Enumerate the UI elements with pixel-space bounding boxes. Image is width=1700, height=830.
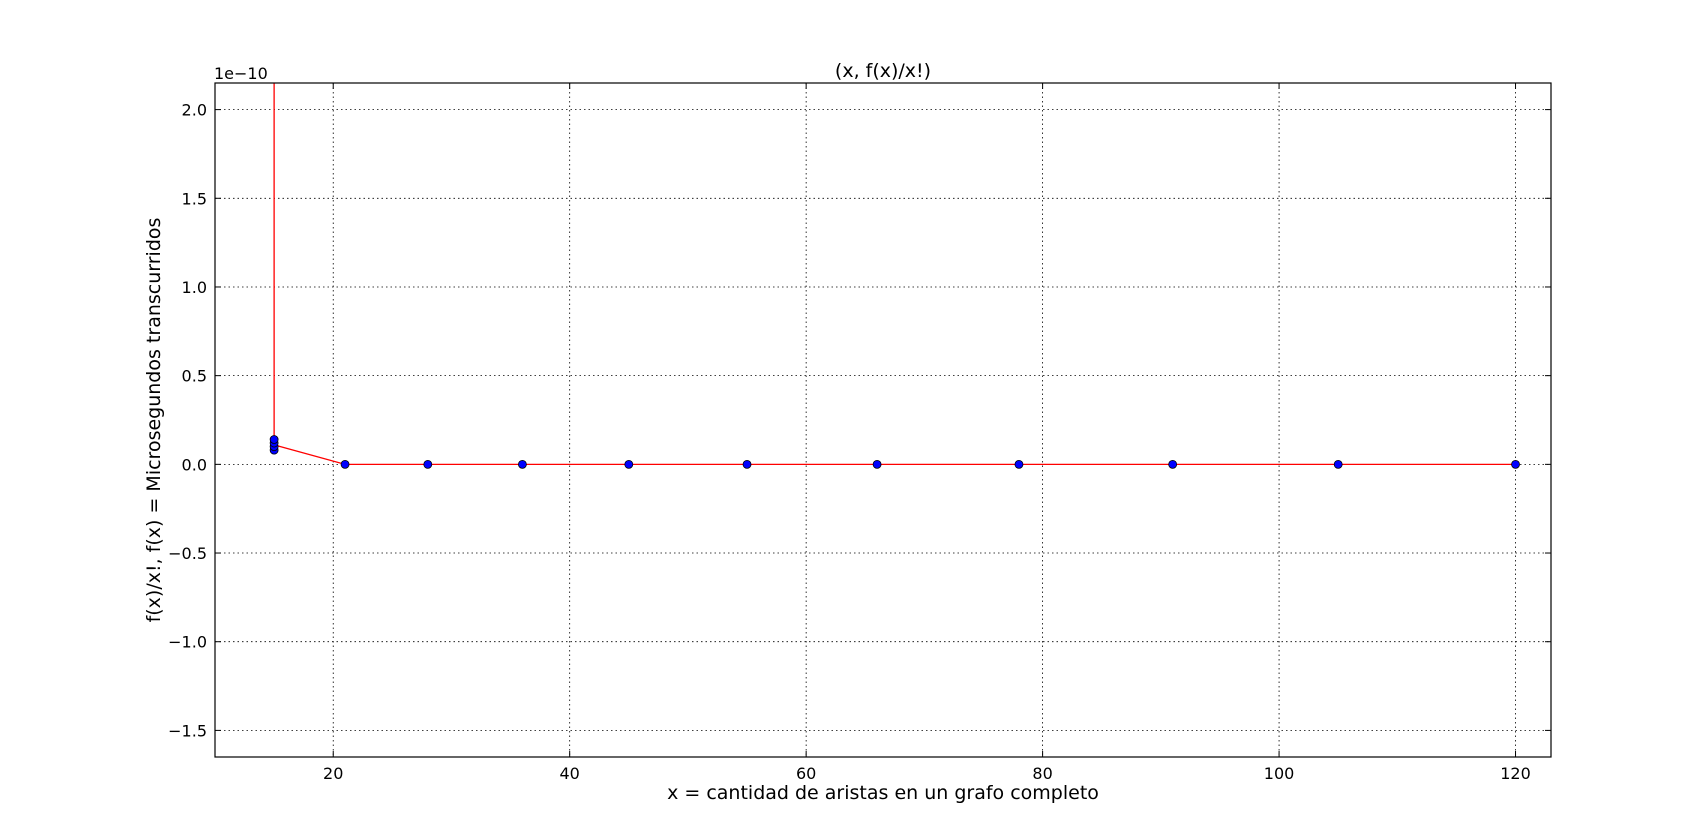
data-point-marker (624, 459, 634, 469)
data-point-marker (1168, 459, 1178, 469)
x-tick-label: 80 (1032, 764, 1052, 783)
axes-frame (214, 82, 1552, 758)
data-point-marker (742, 459, 752, 469)
y-tick-label: 0.5 (182, 367, 207, 386)
y-tick-label: 0.0 (182, 455, 207, 474)
y-tick-label: −0.5 (168, 544, 207, 563)
data-point-marker (1014, 459, 1024, 469)
data-point-marker (423, 459, 433, 469)
chart-title: (x, f(x)/x!) (835, 60, 931, 82)
y-tick-label: 2.0 (182, 101, 207, 120)
x-axis-label: x = cantidad de aristas en un grafo comp… (667, 782, 1099, 804)
x-tick-label: 20 (323, 764, 343, 783)
tick-layer: 20 40 60 80 100 120 −1.5 −1.0 −0.5 0.0 0.5 1.0 1.5 2.… (168, 83, 1551, 783)
data-point-marker (872, 459, 882, 469)
x-tick-label: 120 (1500, 764, 1531, 783)
y-tick-label: 1.5 (182, 189, 207, 208)
data-point-marker (1333, 459, 1343, 469)
data-point-marker (269, 435, 279, 444)
y-axis-label: f(x)/x!, f(x) = Microsegundos transcurri… (143, 218, 165, 623)
series-line (273, 83, 1516, 465)
x-tick-label: 40 (560, 764, 580, 783)
grid-layer (215, 83, 1551, 757)
data-point-marker (340, 459, 350, 469)
y-tick-label: −1.5 (168, 721, 207, 740)
y-offset-text: 1e−10 (214, 64, 268, 83)
x-tick-label: 60 (796, 764, 816, 783)
y-tick-label: 1.0 (182, 278, 207, 297)
y-tick-label: −1.0 (168, 633, 207, 652)
data-point-marker (517, 459, 527, 469)
x-tick-label: 100 (1264, 764, 1295, 783)
plot-area (269, 83, 1520, 469)
data-point-marker (1511, 459, 1520, 469)
